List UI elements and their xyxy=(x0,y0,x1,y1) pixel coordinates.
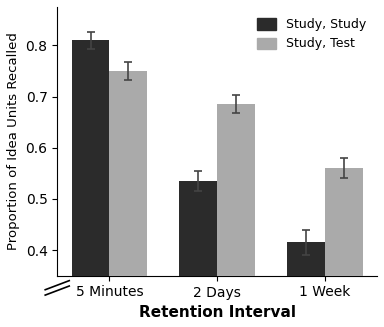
Bar xyxy=(217,104,255,327)
Y-axis label: Proportion of Idea Units Recalled: Proportion of Idea Units Recalled xyxy=(7,32,20,250)
Bar xyxy=(179,181,217,327)
Legend: Study, Study, Study, Test: Study, Study, Study, Test xyxy=(252,13,371,56)
Bar xyxy=(325,168,362,327)
Bar xyxy=(72,40,109,327)
Bar xyxy=(287,243,325,327)
Bar xyxy=(109,71,147,327)
X-axis label: Retention Interval: Retention Interval xyxy=(139,305,296,320)
